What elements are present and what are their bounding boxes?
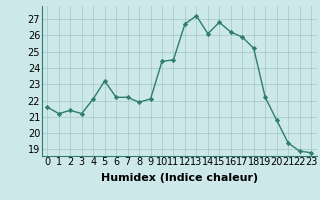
X-axis label: Humidex (Indice chaleur): Humidex (Indice chaleur) — [100, 173, 258, 183]
